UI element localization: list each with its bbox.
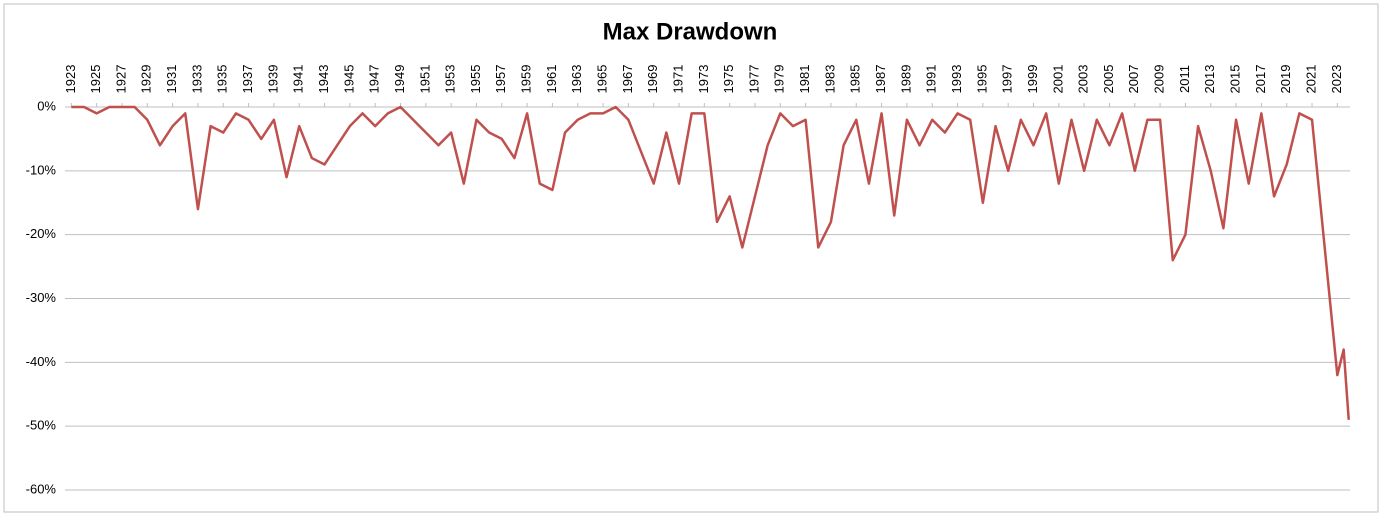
x-tick-label: 1935 — [215, 65, 230, 94]
x-tick-label: 1949 — [392, 65, 407, 94]
x-tick-label: 1963 — [569, 65, 584, 94]
x-tick-label: 1969 — [645, 65, 660, 94]
x-tick-label: 1985 — [848, 65, 863, 94]
x-tick-label: 2015 — [1227, 65, 1242, 94]
x-tick-label: 2003 — [1076, 65, 1091, 94]
x-tick-label: 1957 — [493, 65, 508, 94]
x-tick-label: 1945 — [341, 65, 356, 94]
chart-frame — [3, 3, 1379, 513]
x-tick-label: 1959 — [519, 65, 534, 94]
x-tick-label: 2019 — [1278, 65, 1293, 94]
x-tick-label: 1971 — [670, 65, 685, 94]
x-tick-label: 1925 — [88, 65, 103, 94]
x-tick-label: 1999 — [1025, 65, 1040, 94]
x-tick-label: 1983 — [822, 65, 837, 94]
x-tick-label: 1953 — [443, 65, 458, 94]
x-tick-label: 1941 — [291, 65, 306, 94]
x-tick-label: 1993 — [949, 65, 964, 94]
y-tick-label: -20% — [26, 226, 57, 241]
x-tick-label: 1943 — [316, 65, 331, 94]
x-tick-label: 2007 — [1126, 65, 1141, 94]
x-tick-label: 2009 — [1152, 65, 1167, 94]
x-tick-label: 1923 — [63, 65, 78, 94]
x-tick-label: 1929 — [139, 65, 154, 94]
chart-title: Max Drawdown — [603, 18, 778, 45]
x-tick-label: 1933 — [189, 65, 204, 94]
x-tick-label: 2005 — [1101, 65, 1116, 94]
x-tick-label: 1979 — [772, 65, 787, 94]
x-tick-label: 2011 — [1177, 65, 1192, 93]
x-tick-label: 1989 — [898, 65, 913, 94]
x-tick-label: 1951 — [417, 65, 432, 94]
x-tick-label: 1931 — [164, 65, 179, 94]
x-tick-label: 1995 — [974, 65, 989, 94]
x-tick-label: 1987 — [873, 65, 888, 94]
x-tick-label: 1991 — [924, 65, 939, 94]
x-tick-label: 2021 — [1303, 65, 1318, 94]
y-tick-label: -60% — [26, 481, 57, 496]
x-tick-label: 1975 — [721, 65, 736, 94]
y-tick-label: -30% — [26, 290, 57, 305]
x-tick-label: 1961 — [544, 65, 559, 94]
y-tick-label: -10% — [26, 162, 57, 177]
x-tick-label: 1947 — [367, 65, 382, 94]
x-tick-label: 1937 — [240, 65, 255, 94]
x-tick-label: 1977 — [746, 65, 761, 94]
x-tick-label: 2023 — [1329, 65, 1344, 94]
x-tick-label: 2001 — [1050, 65, 1065, 94]
y-tick-label: -40% — [26, 354, 57, 369]
x-tick-label: 1955 — [468, 65, 483, 94]
x-tick-label: 1965 — [594, 65, 609, 94]
x-tick-label: 1939 — [265, 65, 280, 94]
x-tick-label: 1997 — [1000, 65, 1015, 94]
y-tick-label: 0% — [37, 98, 56, 113]
x-tick-label: 1981 — [797, 65, 812, 94]
x-tick-label: 1927 — [113, 65, 128, 94]
x-tick-label: 2013 — [1202, 65, 1217, 94]
x-tick-label: 2017 — [1253, 65, 1268, 94]
x-tick-label: 1967 — [620, 65, 635, 94]
y-tick-label: -50% — [26, 418, 57, 433]
data-line — [71, 105, 1350, 420]
x-tick-label: 1973 — [696, 65, 711, 94]
